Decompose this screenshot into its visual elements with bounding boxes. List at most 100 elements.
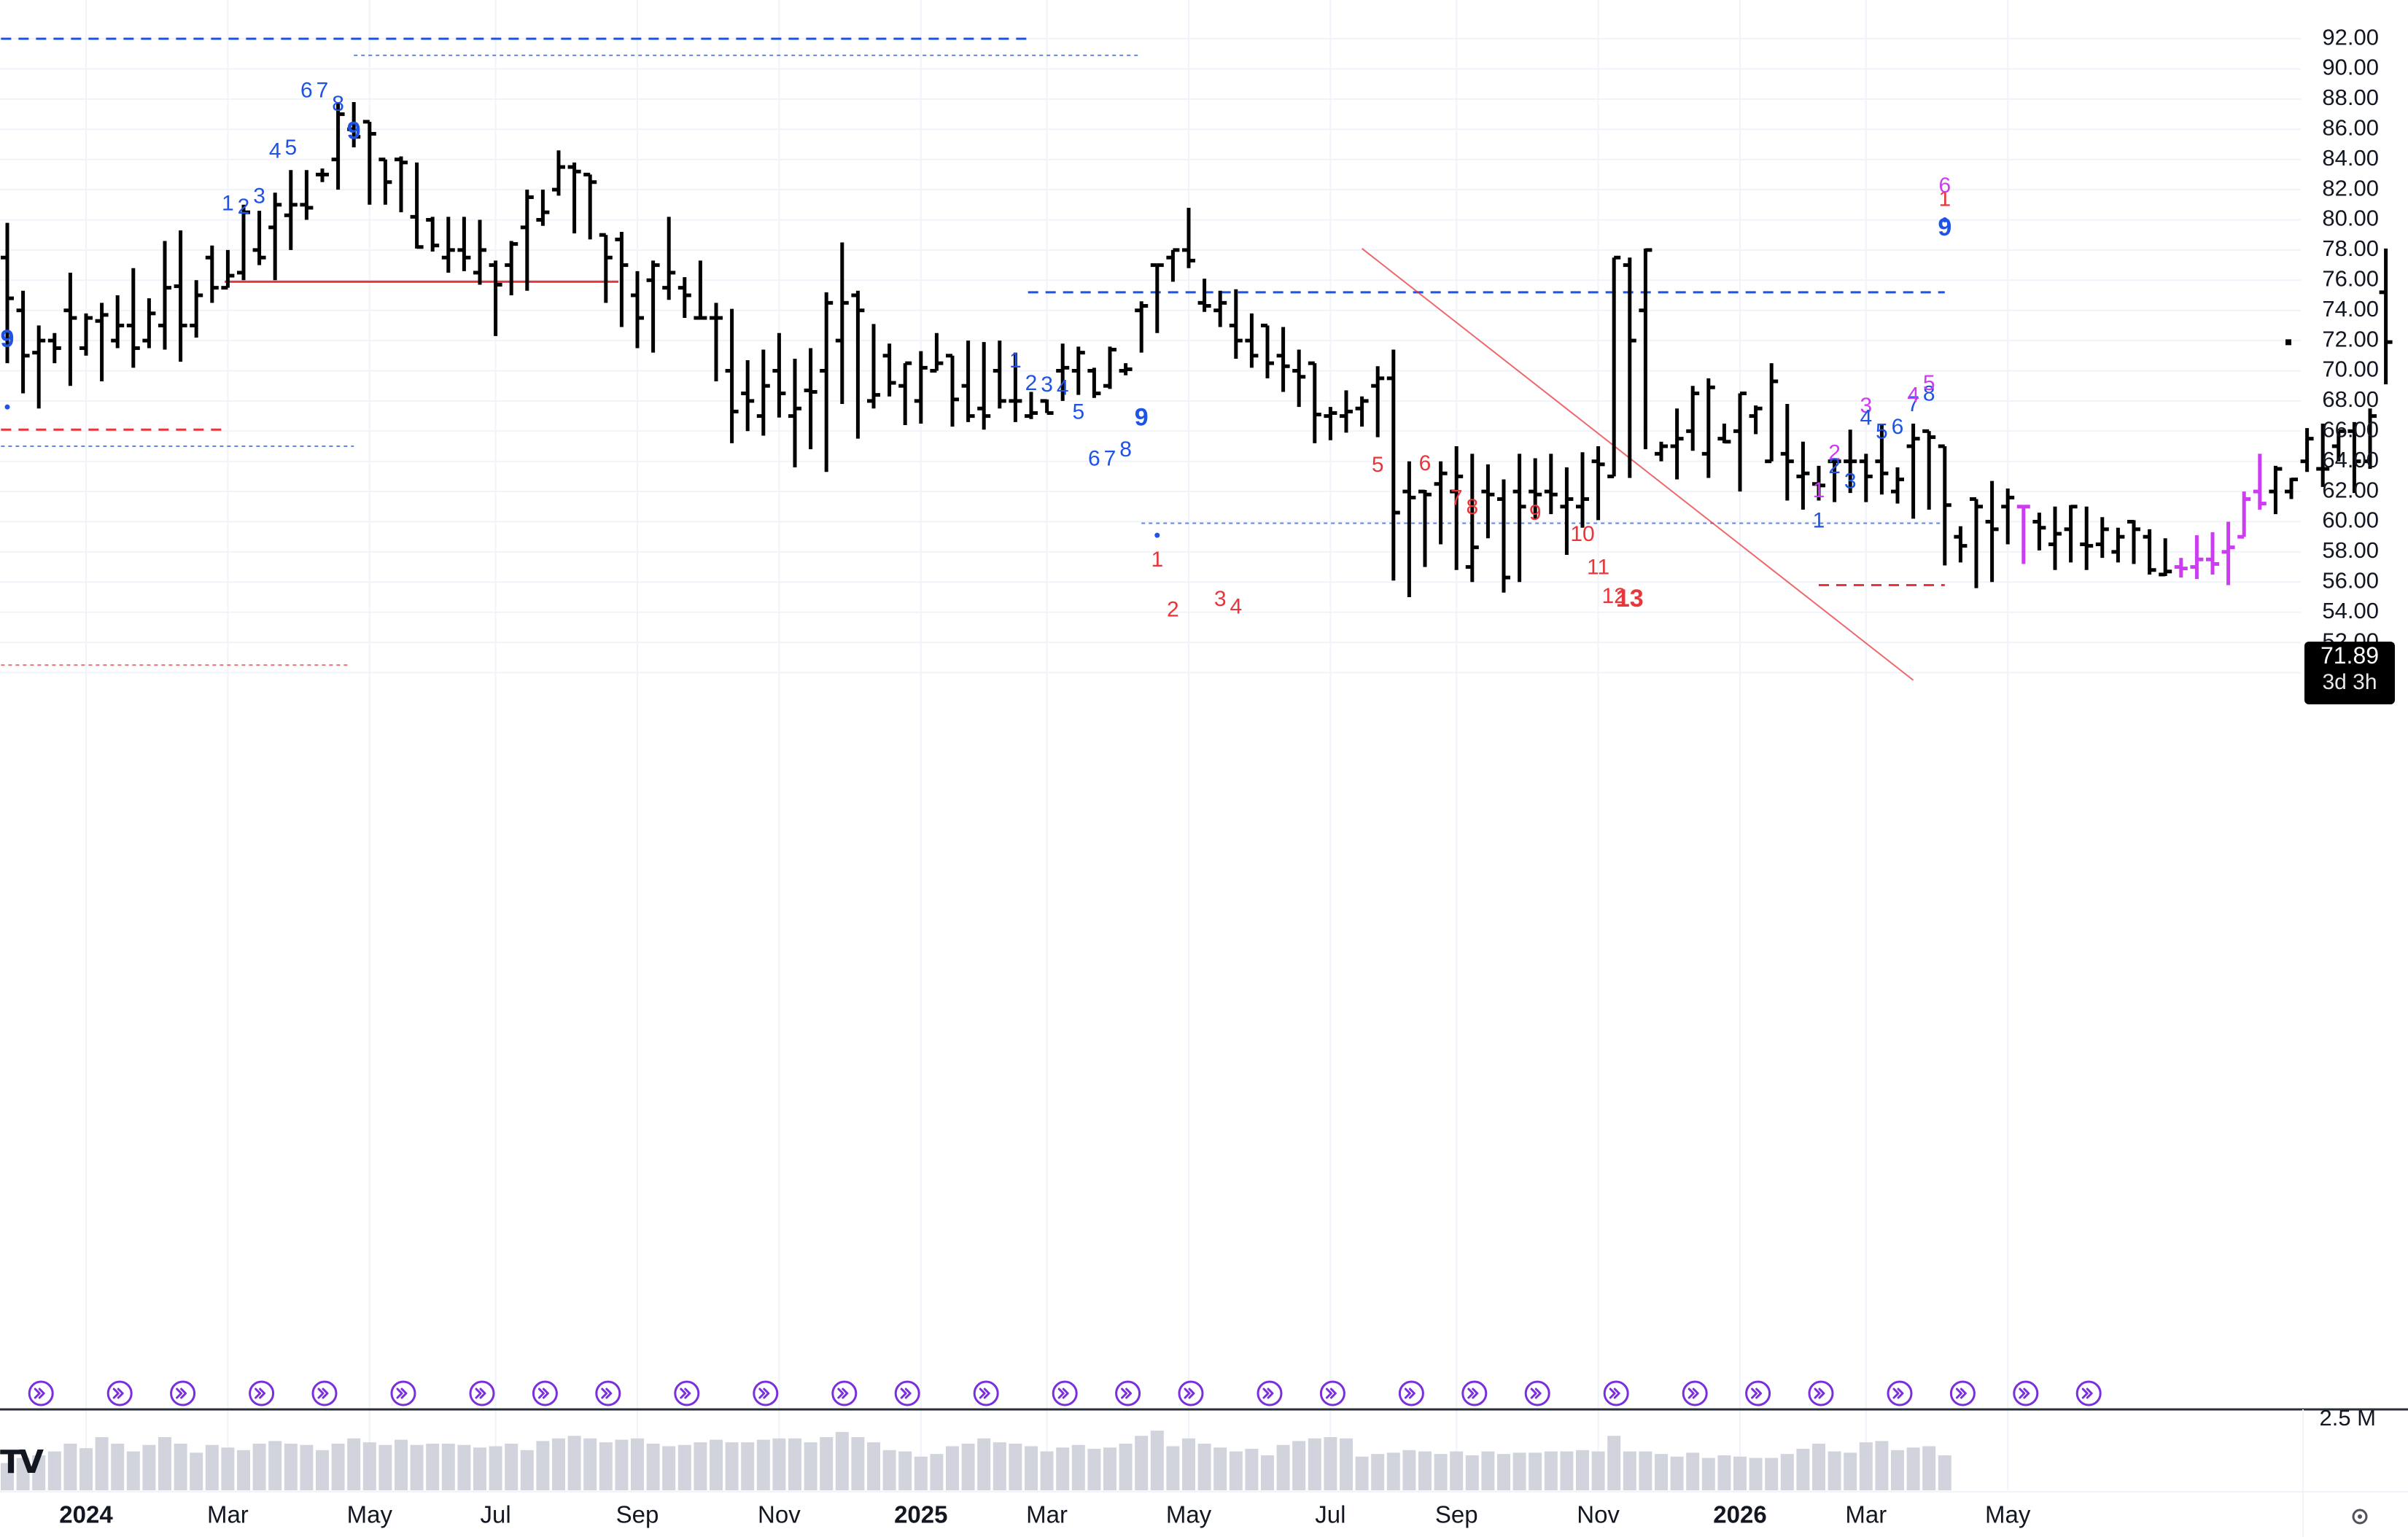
circled-arrow-right-icon[interactable] (2013, 1380, 2039, 1406)
volume-bar (79, 1448, 93, 1490)
ohlc-bar (2159, 538, 2172, 577)
volume-bar (1040, 1451, 1054, 1490)
time-axis[interactable]: 2024 Mar May Jul Sep Nov 2025 Mar May Jul Sep Nov 20… (59, 1501, 2368, 1528)
ohlc-bar (1213, 290, 1227, 327)
circled-arrow-right-icon[interactable] (1257, 1380, 1283, 1406)
circled-arrow-right-icon[interactable] (390, 1380, 416, 1406)
ohlc-bar (1087, 367, 1101, 398)
circled-arrow-right-icon[interactable] (1052, 1380, 1078, 1406)
td-count-label: 1 (1151, 548, 1163, 572)
circled-arrow-right-icon[interactable] (831, 1380, 858, 1406)
volume-bar (788, 1438, 801, 1490)
circled-arrow-right-icon[interactable] (894, 1380, 920, 1406)
circled-arrow-right-icon[interactable] (674, 1380, 700, 1406)
circled-arrow-right-icon[interactable] (1887, 1380, 1913, 1406)
circled-arrow-right-icon[interactable] (1178, 1380, 1204, 1406)
event-circle (469, 1380, 495, 1406)
circled-arrow-right-icon[interactable] (1115, 1380, 1141, 1406)
volume-bar (804, 1442, 817, 1490)
volume-bar (1828, 1451, 1841, 1490)
tradingview-logo[interactable]: TV (0, 1444, 44, 1481)
td-count-label: 6 (300, 78, 313, 102)
circled-arrow-right-icon[interactable] (1949, 1380, 1976, 1406)
td-count-label: 10 (1570, 522, 1594, 546)
circled-arrow-right-icon[interactable] (1319, 1380, 1345, 1406)
volume-bar (126, 1451, 140, 1490)
circled-arrow-right-icon[interactable] (249, 1380, 275, 1406)
volume-bar (284, 1443, 298, 1490)
circled-arrow-right-icon[interactable] (595, 1380, 621, 1406)
circled-arrow-right-icon[interactable] (1745, 1380, 1771, 1406)
price-tick-label: 54.00 (2322, 598, 2379, 623)
gear-ring (2352, 1509, 2368, 1525)
circled-arrow-right-icon[interactable] (1398, 1380, 1424, 1406)
circled-arrow-right-icon[interactable] (170, 1380, 196, 1406)
event-markers[interactable] (28, 1380, 2102, 1406)
td-count-label: 4 (1057, 376, 1069, 400)
volume-bar (741, 1442, 755, 1490)
td-count-label: 3 (1214, 587, 1227, 611)
last-price-tick (2285, 339, 2291, 346)
volume-bar (347, 1438, 361, 1490)
ohlc-bar (646, 260, 660, 353)
td-count-label: 5 (1923, 371, 1935, 395)
volume-bar (1906, 1447, 1920, 1490)
circled-arrow-right-icon[interactable] (469, 1380, 495, 1406)
circled-arrow-right-icon[interactable] (106, 1380, 133, 1406)
ohlc-bar (1292, 349, 1306, 408)
td-count-label: 13 (1616, 585, 1644, 612)
ohlc-bar (1308, 361, 1321, 443)
ohlc-bar (1954, 526, 1968, 563)
time-tick-label: Sep (1435, 1501, 1478, 1528)
circled-arrow-right-icon[interactable] (753, 1380, 779, 1406)
volume-bar (1, 1463, 14, 1490)
circled-arrow-right-icon[interactable] (1682, 1380, 1708, 1406)
circled-arrow-right-icon[interactable] (28, 1380, 54, 1406)
circled-arrow-right-icon[interactable] (1524, 1380, 1550, 1406)
volume-bar (567, 1436, 581, 1490)
circled-arrow-right-icon[interactable] (973, 1380, 999, 1406)
last-price-value: 71.89 (2320, 642, 2380, 669)
volume-bar (1340, 1438, 1353, 1490)
volume-bar (473, 1447, 486, 1490)
ohlc-bar (63, 272, 77, 386)
ohlc-bar (2300, 428, 2314, 472)
circled-arrow-right-icon[interactable] (1461, 1380, 1488, 1406)
event-arrow (1404, 1388, 1415, 1399)
ohlc-bar (1970, 497, 1983, 588)
ohlc-bar (536, 190, 550, 226)
circled-arrow-right-icon[interactable] (2075, 1380, 2102, 1406)
price-tick-label: 80.00 (2322, 206, 2379, 231)
event-arrow (396, 1388, 408, 1399)
volume-bar (142, 1444, 156, 1490)
td-count-label: 2 (1828, 454, 1841, 478)
circled-arrow-right-icon[interactable] (311, 1380, 338, 1406)
time-tick-label: Mar (1845, 1501, 1887, 1528)
ohlc-bar (1119, 363, 1133, 376)
volume-bar (1844, 1452, 1857, 1490)
gear-icon[interactable] (2352, 1509, 2368, 1525)
td-count-label: 5 (1072, 400, 1084, 424)
event-circle (390, 1380, 416, 1406)
event-arrow (1687, 1388, 1699, 1399)
ohlc-bar (126, 268, 140, 368)
circled-arrow-right-icon[interactable] (532, 1380, 558, 1406)
ohlc-bar (158, 241, 171, 350)
volume-bar (694, 1442, 707, 1490)
event-arrow (979, 1388, 990, 1399)
circled-arrow-right-icon[interactable] (1808, 1380, 1834, 1406)
td-count-label: 7 (316, 78, 329, 102)
ohlc-bar (1340, 390, 1353, 433)
volume-bar (1780, 1454, 1794, 1490)
ohlc-bar (1875, 423, 1889, 495)
price-axis[interactable]: 92.00 90.00 88.00 86.00 84.00 82.00 80.00 78.00… (2319, 24, 2379, 1431)
td-count-label: 6 (1088, 447, 1100, 471)
ohlc-bar (599, 233, 613, 303)
volume-scale-label: 2.5 M (2319, 1405, 2376, 1431)
circled-arrow-right-icon[interactable] (1603, 1380, 1629, 1406)
ohlc-bar (1639, 248, 1652, 450)
ohlc-bar (1812, 465, 1825, 501)
td-count-label: 4 (1907, 384, 1919, 408)
ohlc-bar (1686, 386, 1700, 451)
